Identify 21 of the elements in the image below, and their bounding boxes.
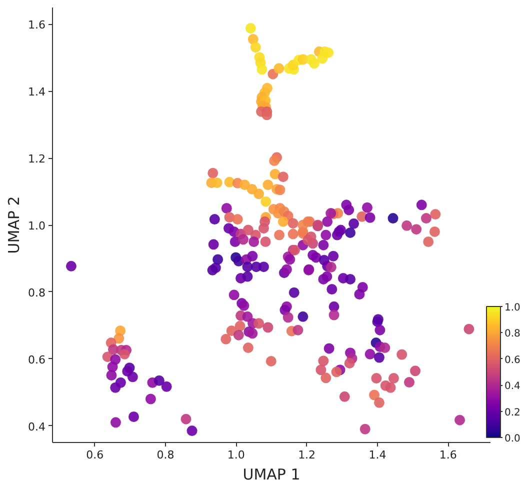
- x-tick-label: 0.6: [86, 448, 104, 462]
- x-tick-label: 1.6: [439, 448, 457, 462]
- color-bar-label: 0.0: [504, 434, 520, 444]
- color-bar-label: 0.2: [504, 407, 520, 418]
- x-tick-label: 0.8: [156, 448, 174, 462]
- y-tick-label: 0.4: [28, 420, 46, 434]
- color-bar-label: 0.6: [504, 354, 520, 366]
- y-tick-label: 0.6: [28, 353, 46, 366]
- color-bar-label: 1.0: [504, 302, 520, 314]
- x-tick-label: 1.0: [227, 448, 245, 462]
- y-axis-title: UMAP 2: [5, 196, 24, 254]
- y-tick-label: 1.2: [28, 152, 46, 166]
- x-tick-label: 1.2: [298, 448, 316, 462]
- y-tick-label: 0.8: [28, 286, 46, 300]
- color-bar-label: 0.4: [504, 381, 520, 392]
- y-tick-label: 1.6: [28, 18, 46, 32]
- x-tick-label: 1.4: [368, 448, 386, 462]
- y-tick-label: 1.0: [28, 220, 46, 232]
- x-axis-title: UMAP 1: [242, 466, 300, 484]
- y-tick-label: 1.4: [28, 86, 46, 99]
- color-bar-label: 0.8: [504, 328, 520, 340]
